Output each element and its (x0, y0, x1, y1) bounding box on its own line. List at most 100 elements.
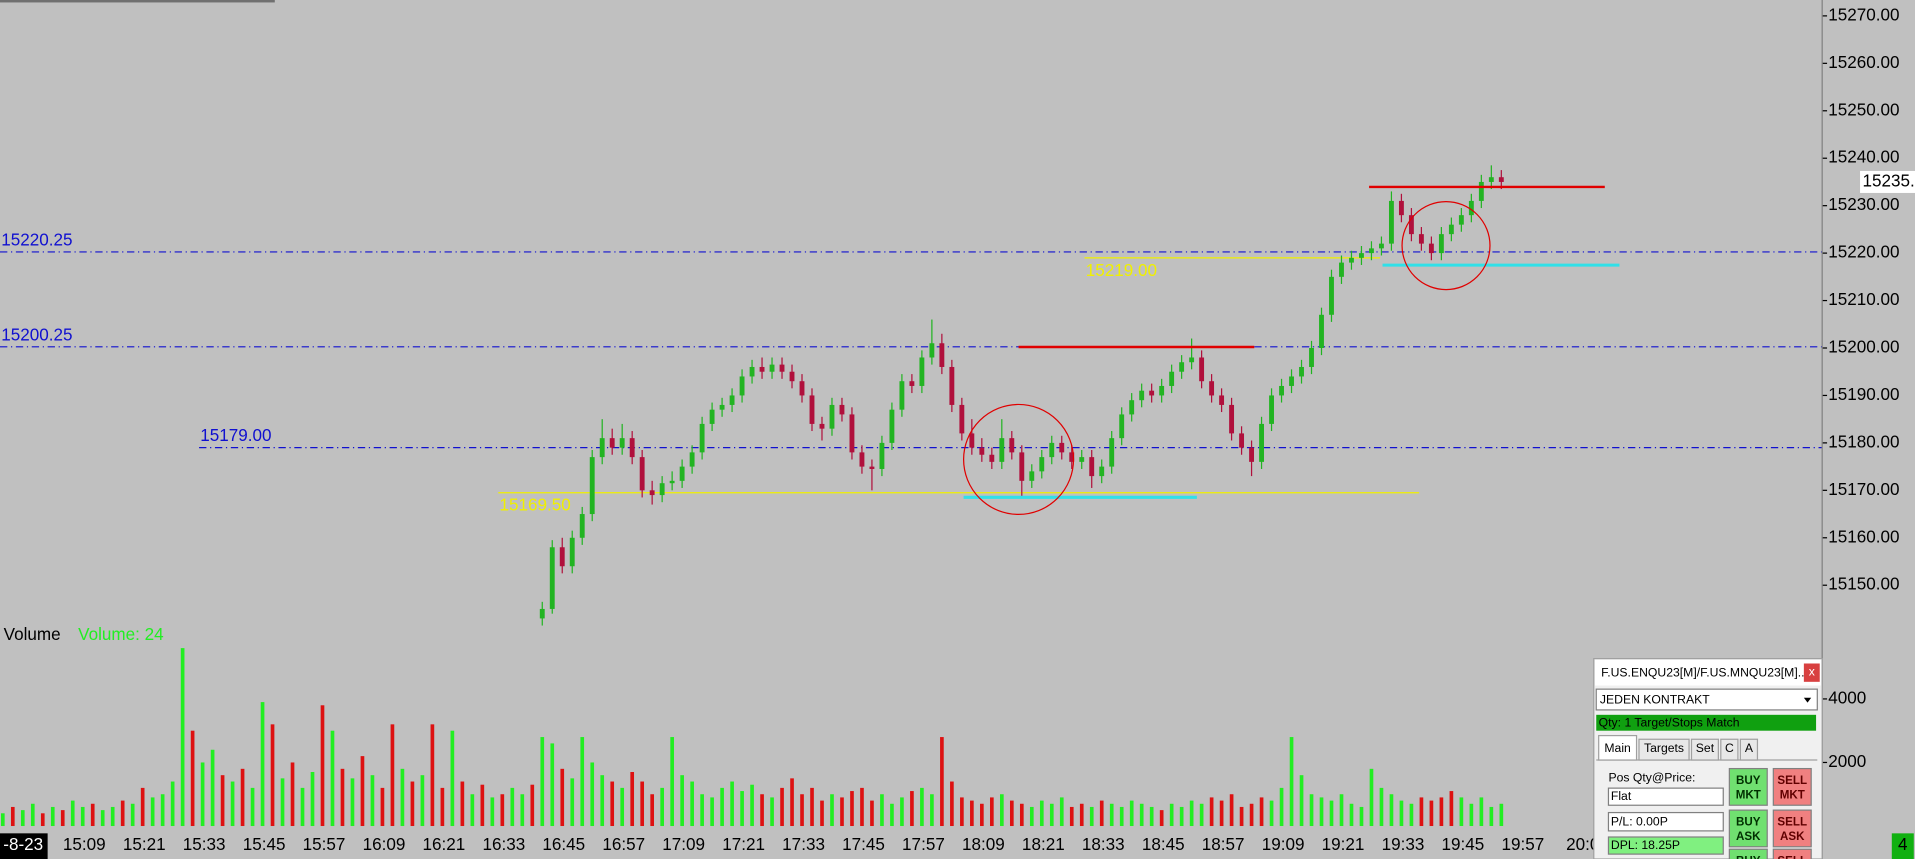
tab-label[interactable]: Main (1604, 741, 1630, 755)
volume-bar (1289, 737, 1294, 827)
time-label: 17:33 (782, 835, 825, 854)
button-label[interactable]: MKT (1780, 789, 1805, 802)
volume-bar (1229, 794, 1234, 827)
candle-body (719, 404, 725, 410)
volume-bar (1029, 806, 1034, 827)
candle-body (949, 366, 955, 405)
candle-body (869, 466, 875, 469)
volume-bar (1159, 810, 1164, 827)
position-value: Flat (1611, 789, 1632, 803)
tab[interactable] (1720, 738, 1739, 761)
volume-bar (1409, 803, 1414, 827)
volume-bar (150, 797, 155, 827)
candle-body (1249, 447, 1255, 462)
tab[interactable] (1739, 738, 1759, 761)
candle-body (1239, 433, 1245, 448)
candle-body (729, 395, 735, 405)
order-button[interactable] (1772, 848, 1812, 859)
account-select[interactable] (1595, 688, 1818, 711)
volume-bar (700, 794, 704, 827)
candle-body (1079, 457, 1085, 462)
tab[interactable] (1690, 738, 1719, 761)
candle-body (599, 438, 605, 458)
close-label[interactable]: x (1809, 664, 1815, 678)
candle-body (1398, 200, 1404, 216)
volume-bar (130, 803, 135, 827)
order-button[interactable] (1728, 848, 1768, 859)
y-tick-label: 15160.00 (1828, 527, 1899, 546)
volume-bar (80, 806, 85, 827)
volume-bar (1499, 803, 1504, 827)
dpl-field (1607, 836, 1724, 855)
volume-bar (1349, 803, 1354, 827)
button-label[interactable]: SELL (1777, 774, 1807, 787)
volume-bar (220, 775, 225, 827)
tab-label[interactable]: C (1725, 741, 1734, 755)
candle-body (539, 608, 545, 619)
tab-label[interactable]: Targets (1644, 741, 1684, 755)
candle-body (1179, 362, 1185, 372)
button-label[interactable]: ASK (1780, 830, 1805, 843)
position-label: Pos Qty@Price: (1608, 771, 1695, 785)
order-button[interactable] (1772, 767, 1812, 806)
volume-bar (1209, 797, 1214, 827)
tab[interactable] (1598, 734, 1638, 761)
tab[interactable] (1638, 738, 1690, 761)
volume-bar (1059, 797, 1064, 827)
candle-body (1478, 181, 1484, 201)
tab-label[interactable]: Set (1696, 741, 1715, 755)
volume-bar (910, 791, 914, 827)
candle-body (879, 442, 885, 469)
volume-bar (1479, 797, 1484, 827)
account-name[interactable]: JEDEN KONTRAKT (1600, 692, 1710, 706)
candle-body (679, 466, 685, 481)
volume-bar (1039, 800, 1044, 827)
button-label[interactable]: BUY (1736, 815, 1761, 828)
date-box (0, 833, 48, 859)
y-tick-label: 15190.00 (1828, 385, 1899, 404)
volume-bar (980, 803, 984, 827)
candle-body (1009, 438, 1015, 453)
volume-bar (260, 702, 265, 827)
candle-body (1488, 177, 1494, 182)
candle-body (989, 454, 995, 462)
order-button[interactable] (1728, 767, 1768, 806)
order-button[interactable] (1728, 809, 1768, 848)
buttons: BUY MKT SELL MKT BUY ASK SELL ASK BUY SELL (1728, 767, 1812, 859)
button-label[interactable]: BUY (1736, 774, 1761, 787)
candle-body (1229, 404, 1235, 434)
volume-bar (560, 768, 565, 827)
candle-body (999, 438, 1005, 462)
volume-bar (270, 724, 275, 827)
candle-body (979, 447, 985, 455)
button-label[interactable]: BUY (1736, 855, 1761, 859)
button-label[interactable]: SELL (1777, 855, 1807, 859)
volume-bar (1000, 794, 1004, 827)
time-label: 16:33 (482, 835, 525, 854)
tab-label[interactable]: A (1745, 741, 1754, 755)
candle-body (829, 404, 835, 429)
volume-bar (580, 737, 585, 827)
time-label: 15:45 (243, 835, 286, 854)
button-label[interactable]: SELL (1777, 815, 1807, 828)
button-label[interactable]: MKT (1736, 789, 1761, 802)
candle-body (1069, 452, 1075, 462)
volume-bar (520, 794, 525, 827)
volume-bar (1099, 800, 1104, 827)
volume-bar (840, 797, 844, 827)
button-label[interactable]: ASK (1736, 830, 1761, 843)
order-button[interactable] (1772, 809, 1812, 848)
volume-bar (1139, 803, 1144, 827)
corner-badge: 4 (1898, 835, 1908, 854)
candle-body (969, 433, 975, 448)
volume-bar (290, 762, 295, 827)
volume-bar (620, 787, 625, 827)
volume-bar (1169, 803, 1174, 827)
volume-bar (1299, 775, 1304, 827)
candle-body (659, 483, 665, 496)
yellow-label: 15169.50 (500, 496, 571, 515)
close-button[interactable] (1803, 663, 1820, 682)
volume-bar (780, 787, 784, 827)
time-label: 18:21 (1022, 835, 1065, 854)
